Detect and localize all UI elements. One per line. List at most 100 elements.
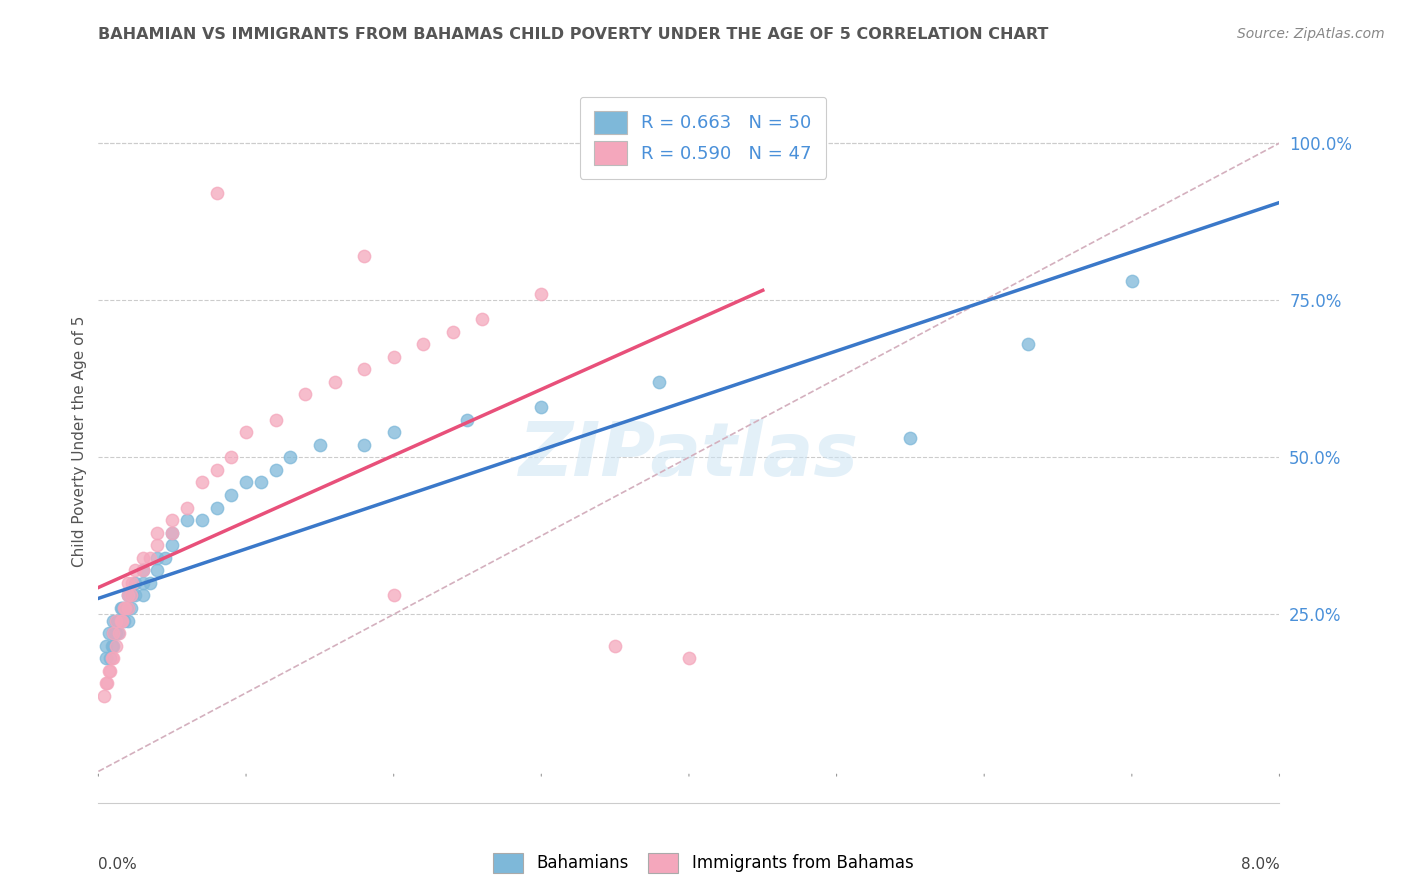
Point [111,614,134,628]
Point [678,651,700,665]
Point [648,375,671,389]
Point [121,589,143,603]
Point [191,475,214,490]
Point [530,400,553,414]
Point [103,626,125,640]
Point [107,614,129,628]
Point [124,575,146,590]
Text: ZIPatlas: ZIPatlas [519,419,859,492]
Point [94,639,117,653]
Point [205,186,228,201]
Point [264,463,287,477]
Point [117,601,139,615]
Point [139,575,162,590]
Point [98,664,121,678]
Point [120,589,142,603]
Point [103,626,125,640]
Point [139,550,162,565]
Point [110,601,132,615]
Point [117,589,139,603]
Point [100,651,122,665]
Point [146,525,169,540]
Point [132,563,155,577]
Point [205,463,228,477]
Point [221,450,243,465]
Point [900,431,922,445]
Point [120,601,142,615]
Point [117,589,139,603]
Point [121,575,143,590]
Point [221,488,243,502]
Point [441,325,464,339]
Point [176,513,198,527]
Point [323,375,346,389]
Text: BAHAMIAN VS IMMIGRANTS FROM BAHAMAS CHILD POVERTY UNDER THE AGE OF 5 CORRELATION: BAHAMIAN VS IMMIGRANTS FROM BAHAMAS CHIL… [98,27,1049,42]
Point [162,525,183,540]
Point [353,249,375,263]
Point [117,614,139,628]
Point [132,550,155,565]
Point [98,651,121,665]
Point [353,438,375,452]
Point [97,626,120,640]
Point [94,651,117,665]
Point [114,601,136,615]
Point [111,601,134,615]
Point [117,575,139,590]
Point [107,626,129,640]
Point [176,500,198,515]
Point [162,538,183,552]
Point [108,626,131,640]
Point [353,362,375,376]
Point [146,550,169,565]
Y-axis label: Child Poverty Under the Age of 5: Child Poverty Under the Age of 5 [72,316,87,567]
Point [117,601,139,615]
Point [1121,274,1143,288]
Legend: R = 0.663   N = 50, R = 0.590   N = 47: R = 0.663 N = 50, R = 0.590 N = 47 [579,96,827,179]
Point [100,639,122,653]
Point [105,614,128,628]
Point [103,651,125,665]
Point [191,513,214,527]
Point [471,312,494,326]
Point [114,601,136,615]
Point [96,676,118,690]
Point [112,601,135,615]
Point [530,286,553,301]
Point [97,664,120,678]
Point [457,412,479,426]
Point [1018,337,1040,351]
Point [124,589,146,603]
Point [412,337,434,351]
Point [94,676,117,690]
Point [264,412,287,426]
Point [294,387,316,401]
Point [105,614,128,628]
Point [103,614,125,628]
Text: 0.0%: 0.0% [98,857,138,872]
Point [110,614,132,628]
Point [132,589,155,603]
Point [382,350,405,364]
Legend: Bahamians, Immigrants from Bahamas: Bahamians, Immigrants from Bahamas [486,847,920,880]
Point [146,538,169,552]
Point [235,425,257,439]
Point [124,563,146,577]
Point [309,438,332,452]
Point [382,425,405,439]
Point [382,589,405,603]
Point [153,550,176,565]
Text: Source: ZipAtlas.com: Source: ZipAtlas.com [1237,27,1385,41]
Point [162,525,183,540]
Point [235,475,257,490]
Point [105,626,128,640]
Point [105,639,128,653]
Point [162,513,183,527]
Point [103,639,125,653]
Point [93,689,115,703]
Point [132,563,155,577]
Point [605,639,627,653]
Point [110,614,132,628]
Point [250,475,273,490]
Point [112,614,135,628]
